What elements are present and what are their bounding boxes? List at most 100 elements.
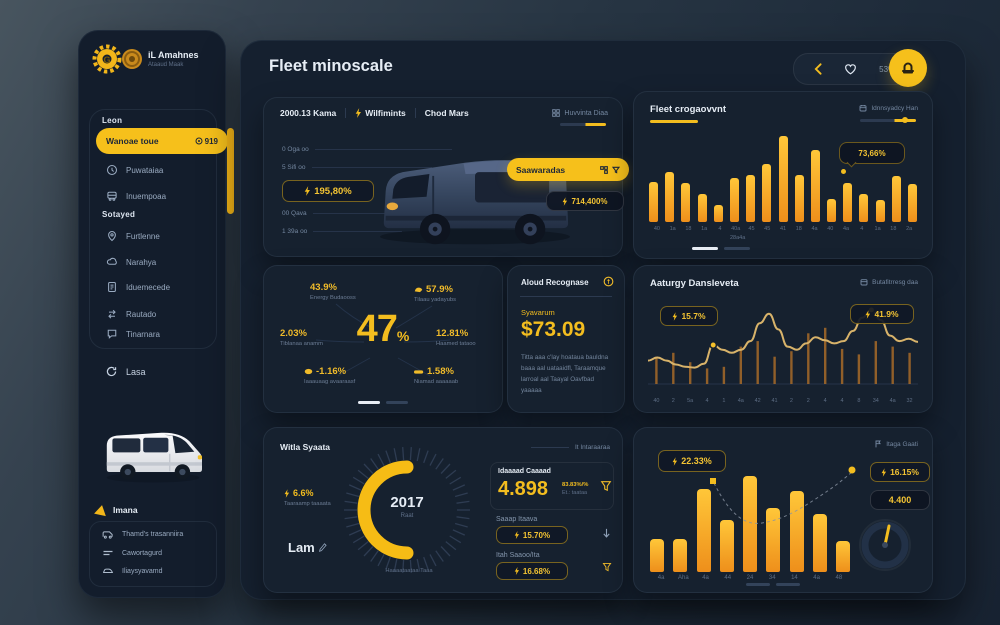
heart-icon	[845, 64, 857, 75]
gauge-left-big: Lam	[288, 540, 327, 555]
title-underline	[650, 120, 698, 123]
spec-row: 5 Sifi oo	[282, 164, 432, 171]
legend-label: Idnnsyadcy Han	[871, 104, 918, 112]
sidebar-item-iduemecede[interactable]: Iduemecede	[106, 281, 170, 293]
saawaradas-button[interactable]: Saawaradas	[507, 158, 629, 181]
volume-legend: Itaga Gaati	[874, 440, 918, 448]
bottom-item-dash[interactable]: Cawortagurd	[102, 549, 162, 557]
volume-chart-xlabels: 4a Aha 4a 44 24 34 14 4a 48	[650, 575, 850, 581]
bottom-item-van[interactable]: Thamd's trasanniira	[102, 530, 183, 539]
hand-icon	[414, 287, 423, 293]
white-van-image	[106, 432, 202, 483]
trend-mini-bar	[689, 362, 692, 384]
chat-icon	[107, 329, 117, 339]
x-tick-label: 2	[671, 398, 675, 404]
promo-label: Imana	[113, 505, 138, 515]
sidebar-nav-panel: Leon Wanoae toue 919 Puwataiaa	[89, 109, 228, 349]
funnel-icon	[612, 166, 620, 174]
nav-section-2: Sotayed	[102, 210, 136, 219]
huvvinta-link[interactable]: Huvvinta Diaa	[552, 109, 608, 117]
fleet-bar	[778, 136, 788, 222]
fleet-bar	[843, 183, 853, 222]
tab-divider	[345, 108, 347, 118]
gauge-footer: Haaaataataa Taaa	[385, 568, 433, 574]
volume-bar	[812, 514, 827, 572]
record-box	[490, 462, 614, 510]
carousel-dashes[interactable]	[264, 401, 502, 404]
fleet-bar	[859, 194, 869, 222]
main-panel: Fleet minoscale 53% 2000.13 Kama	[240, 40, 966, 600]
volume-bar	[766, 508, 781, 572]
sidebar-active-item[interactable]: Wanoae toue 919	[96, 128, 228, 154]
gauge-title: Witla Syaata	[280, 442, 330, 452]
tab-kama[interactable]: 2000.13 Kama	[280, 108, 337, 118]
sidebar-item-label: Furtlenne	[126, 231, 160, 241]
fleet-bar	[649, 182, 658, 222]
cloud-icon	[106, 257, 117, 265]
sidebar-scrollbar-thumb[interactable]	[227, 128, 234, 214]
legend-slider[interactable]	[860, 117, 916, 123]
trend-mini-bar	[705, 368, 709, 384]
funnel-small-icon	[602, 562, 612, 572]
refresh-icon	[106, 366, 117, 377]
x-tick-label: 1a	[669, 226, 676, 232]
carousel-dashes[interactable]	[746, 583, 800, 586]
x-tick-label: 45	[764, 226, 771, 232]
cost-label: Syavarum	[521, 308, 555, 317]
x-tick-label: 4	[860, 226, 864, 232]
ratio-card: 47% 43.9% Energy Budaooss 57.9% Tilaau ya…	[263, 265, 503, 413]
sidebar-item-puwataiaa[interactable]: Puwataiaa	[106, 164, 163, 176]
active-item-value: 919	[204, 136, 218, 146]
x-tick-label: 4a	[702, 575, 709, 581]
chevron-left-icon[interactable]	[813, 63, 823, 75]
sidebar-item-tinarnara[interactable]: Tinarnara	[106, 328, 160, 340]
clock-icon	[106, 164, 118, 176]
sidebar-item-inuempoaa[interactable]: Inuempoaa	[106, 190, 166, 202]
fleet-bar	[908, 184, 917, 222]
tab-wilfimints[interactable]: Wilfimints	[355, 108, 406, 118]
x-tick-label: 18	[685, 226, 692, 232]
record-label: Idaaaad Caaaad	[498, 468, 551, 475]
coin-icon	[603, 276, 614, 287]
x-tick-label: 18	[890, 226, 897, 232]
x-tick-label: 48	[835, 575, 843, 581]
x-tick-label: 44	[724, 575, 732, 581]
flag-small-icon	[875, 440, 882, 448]
logo: G iL Amahnes Ataaud Maak	[92, 44, 199, 74]
trend-badge-left: 15.7%	[660, 306, 718, 326]
carousel-dashes[interactable]	[692, 247, 750, 250]
link-label: Huvvinta Diaa	[564, 109, 608, 117]
sidebar-item-narahya[interactable]: Narahya	[106, 256, 156, 268]
gear-logo-icon: G	[92, 44, 122, 74]
trend-mini-bar	[807, 333, 810, 384]
volume-trend-overlay	[710, 466, 856, 524]
tab-chod-mars[interactable]: Chod Mars	[424, 108, 469, 118]
promo-row: Imana	[94, 503, 138, 517]
calendar-icon	[860, 279, 868, 286]
bottom-item-car[interactable]: Iliaysyavamd	[102, 567, 162, 575]
trend-mini-bar	[824, 327, 827, 384]
trend-marker-dot	[848, 466, 856, 474]
nav-section-1: Leon	[102, 116, 123, 125]
sidebar-bottom-card: Thamd's trasanniira Cawortagurd Iliaysya…	[89, 521, 217, 587]
bolt-icon	[355, 108, 362, 118]
sidebar-item-lasa[interactable]: Lasa	[105, 365, 146, 378]
notification-button[interactable]	[889, 49, 927, 87]
x-tick-label: 32	[906, 398, 913, 404]
sidebar-item-rautado[interactable]: Rautado	[106, 308, 156, 320]
bolt-icon	[673, 311, 678, 321]
legend-label: Itaga Gaati	[886, 440, 918, 448]
divider	[520, 296, 612, 297]
link-slider[interactable]	[560, 123, 606, 126]
x-tick-label: 14	[791, 575, 798, 581]
spec-row: 1 39a oo	[282, 228, 402, 235]
sidebar-item-furtlenne[interactable]: Furtlenne	[106, 230, 160, 242]
stat-iaaauaag: -1.16% Iaaauaag avaaraasf	[304, 366, 356, 385]
x-tick-label: 34	[768, 575, 776, 581]
funnel-icon[interactable]	[600, 480, 612, 492]
record-value: 4.898	[498, 478, 549, 500]
x-tick-label: 40	[653, 398, 660, 404]
x-tick-label: 4	[718, 226, 722, 232]
volume-badge-top: 22.33%	[658, 450, 726, 472]
gauge-arc	[357, 460, 414, 560]
